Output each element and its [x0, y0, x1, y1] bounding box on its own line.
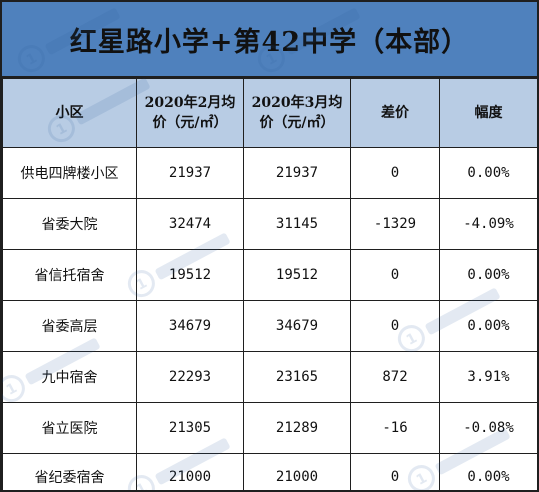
header-community: 小区 [2, 78, 137, 148]
cell-feb-price: 21000 [136, 453, 244, 490]
cell-community: 供电四牌楼小区 [2, 147, 137, 199]
table-title: 红星路小学+第42中学（本部） [69, 26, 470, 58]
table-row: 九中宿舍 22293 23165 872 3.91% [2, 351, 537, 403]
header-mar-price: 2020年3月均价（元/㎡） [243, 78, 351, 148]
cell-mar-price: 34679 [243, 300, 351, 352]
cell-diff: 872 [350, 351, 440, 403]
cell-feb-price: 19512 [136, 249, 244, 301]
table-row: 省信托宿舍 19512 19512 0 0.00% [2, 249, 537, 301]
cell-diff: -1329 [350, 198, 440, 250]
cell-rate: 0.00% [439, 147, 537, 199]
cell-feb-price: 21937 [136, 147, 244, 199]
title-bar: 红星路小学+第42中学（本部） [2, 2, 537, 78]
cell-diff: 0 [350, 147, 440, 199]
cell-rate: 0.00% [439, 249, 537, 301]
cell-feb-price: 22293 [136, 351, 244, 403]
cell-mar-price: 21000 [243, 453, 351, 490]
table-row: 省委高层 34679 34679 0 0.00% [2, 300, 537, 352]
cell-community: 省委大院 [2, 198, 137, 250]
cell-community: 省立医院 [2, 402, 137, 454]
cell-feb-price: 21305 [136, 402, 244, 454]
cell-rate: 0.00% [439, 453, 537, 490]
cell-community: 省委高层 [2, 300, 137, 352]
cell-diff: 0 [350, 453, 440, 490]
cell-community: 九中宿舍 [2, 351, 137, 403]
table-row: 供电四牌楼小区 21937 21937 0 0.00% [2, 147, 537, 199]
table-row: 省纪委宿舍 21000 21000 0 0.00% [2, 453, 537, 490]
cell-rate: -0.08% [439, 402, 537, 454]
table-row: 省委大院 32474 31145 -1329 -4.09% [2, 198, 537, 250]
cell-community: 省信托宿舍 [2, 249, 137, 301]
cell-diff: -16 [350, 402, 440, 454]
header-diff: 差价 [350, 78, 440, 148]
cell-mar-price: 31145 [243, 198, 351, 250]
cell-rate: 3.91% [439, 351, 537, 403]
cell-diff: 0 [350, 249, 440, 301]
cell-feb-price: 34679 [136, 300, 244, 352]
cell-diff: 0 [350, 300, 440, 352]
cell-rate: 0.00% [439, 300, 537, 352]
table-row: 省立医院 21305 21289 -16 -0.08% [2, 402, 537, 454]
cell-mar-price: 19512 [243, 249, 351, 301]
header-row: 小区 2020年2月均价（元/㎡） 2020年3月均价（元/㎡） 差价 幅度 [2, 78, 537, 148]
price-table: 小区 2020年2月均价（元/㎡） 2020年3月均价（元/㎡） 差价 幅度 供… [2, 78, 537, 490]
cell-community: 省纪委宿舍 [2, 453, 137, 490]
cell-mar-price: 21937 [243, 147, 351, 199]
cell-mar-price: 21289 [243, 402, 351, 454]
cell-feb-price: 32474 [136, 198, 244, 250]
cell-mar-price: 23165 [243, 351, 351, 403]
cell-rate: -4.09% [439, 198, 537, 250]
header-rate: 幅度 [439, 78, 537, 148]
header-feb-price: 2020年2月均价（元/㎡） [136, 78, 244, 148]
